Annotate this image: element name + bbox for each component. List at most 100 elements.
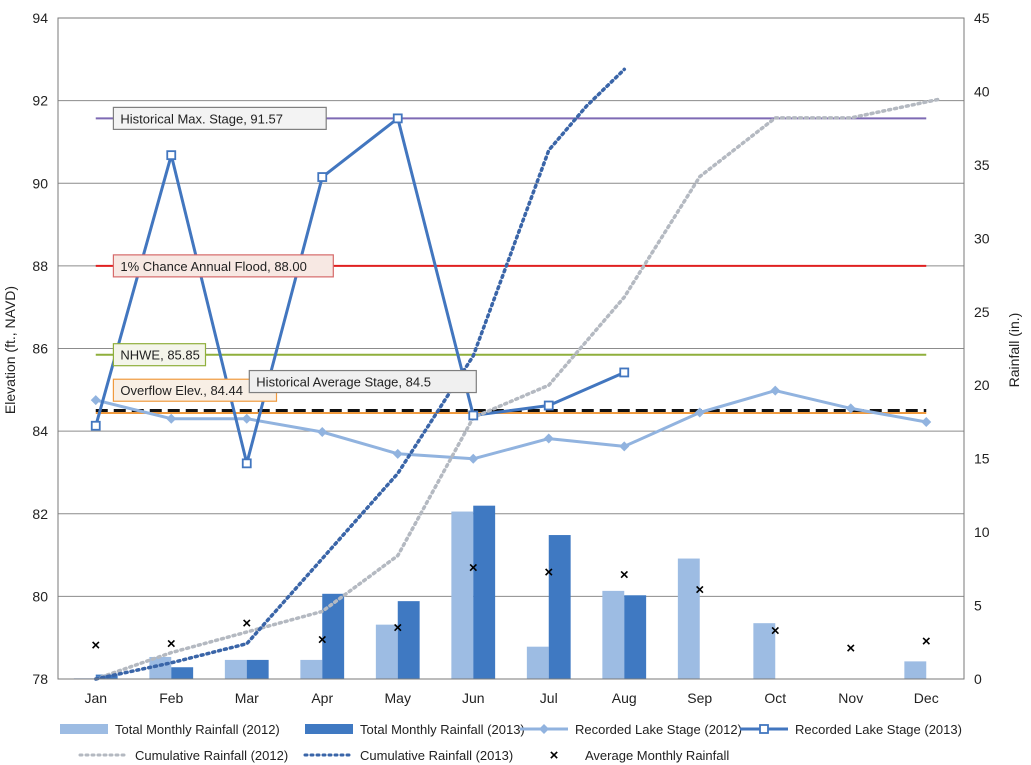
x-tick-label: Sep: [687, 690, 712, 706]
bar-total-monthly-rainfall-2012: [451, 511, 474, 679]
line-recorded-lake-stage-2013: [94, 116, 625, 465]
y2-tick-label: 25: [974, 304, 990, 320]
y-tick-label: 84: [32, 423, 48, 439]
y-tick-label: 92: [32, 93, 48, 109]
y2-tick-label: 20: [974, 377, 990, 393]
axes: 78 80 82 84 86 88 90 92 94 0 5 10 15 20 25 30 35 40 45 Jan F…: [32, 10, 989, 706]
marker-recorded-lake-stage-2012: [166, 413, 177, 424]
gridlines: [58, 100, 964, 597]
y-tick-label: 94: [32, 10, 48, 26]
legend: Total Monthly Rainfall (2012) Total Month…: [60, 722, 962, 764]
legend-label: Recorded Lake Stage (2012): [575, 722, 742, 737]
legend-label: Cumulative Rainfall (2013): [360, 748, 513, 763]
x-tick-label: Jun: [462, 690, 485, 706]
bar-total-monthly-rainfall-2012: [526, 646, 549, 679]
x-tick-label: Mar: [235, 690, 259, 706]
bar-total-monthly-rainfall-2013: [624, 595, 647, 679]
legend-label: Recorded Lake Stage (2013): [795, 722, 962, 737]
y-tick-label: 82: [32, 506, 48, 522]
bar-total-monthly-rainfall-2012: [300, 659, 323, 679]
bar-total-monthly-rainfall-2012: [677, 558, 700, 679]
y-tick-label: 80: [32, 588, 48, 604]
point-average-monthly-rainfall: ×: [469, 559, 478, 576]
reference-label-historical-max-stage-91-57: Historical Max. Stage, 91.57: [120, 111, 283, 126]
marker-layer: × × × × × × × × × × × ×: [90, 113, 932, 657]
legend-swatch: [305, 724, 353, 734]
marker-recorded-lake-stage-2012: [90, 395, 101, 406]
bar-total-monthly-rainfall-2013: [397, 601, 420, 679]
marker-recorded-lake-stage-2012: [770, 385, 781, 396]
reference-label-1-chance-annual-flood-88-00: 1% Chance Annual Flood, 88.00: [120, 259, 306, 274]
bar-total-monthly-rainfall-2012: [753, 623, 776, 679]
bar-total-monthly-rainfall-2013: [322, 593, 345, 679]
y2-tick-label: 45: [974, 10, 990, 26]
marker-recorded-lake-stage-2012: [619, 441, 630, 452]
y2-tick-label: 15: [974, 451, 990, 467]
reference-label-overflow-elev-84-44: Overflow Elev., 84.44: [120, 383, 243, 398]
line-cumulative-rainfall-2012: [94, 97, 944, 681]
line-recorded-lake-stage-2012: [95, 389, 927, 461]
x-tick-label: Oct: [764, 690, 786, 706]
point-average-monthly-rainfall: ×: [922, 633, 931, 650]
plot-frame: [57, 17, 965, 680]
reference-label-box: [248, 369, 477, 394]
reference-label-box: [112, 106, 327, 130]
point-average-monthly-rainfall: ×: [167, 636, 176, 653]
x-tick-label: Aug: [612, 690, 637, 706]
y2-tick-label: 30: [974, 230, 990, 246]
marker-recorded-lake-stage-2012: [317, 426, 328, 437]
reference-label-box: [112, 343, 207, 367]
legend-marker: ×: [550, 747, 559, 764]
marker-recorded-lake-stage-2012: [241, 413, 252, 424]
point-average-monthly-rainfall: ×: [393, 620, 402, 637]
point-average-monthly-rainfall: ×: [544, 564, 553, 581]
bar-total-monthly-rainfall-2013: [246, 659, 269, 679]
marker-recorded-lake-stage-2013: [619, 367, 630, 378]
legend-swatch: [60, 724, 108, 734]
y2-tick-label: 40: [974, 83, 990, 99]
point-average-monthly-rainfall: ×: [771, 623, 780, 640]
marker-recorded-lake-stage-2012: [921, 417, 932, 428]
marker-recorded-lake-stage-2013: [468, 410, 479, 421]
y2-tick-label: 35: [974, 157, 990, 173]
x-tick-label: Dec: [914, 690, 939, 706]
legend-label: Average Monthly Rainfall: [585, 748, 729, 763]
y-tick-label: 88: [32, 258, 48, 274]
marker-recorded-lake-stage-2013: [543, 400, 554, 411]
x-tick-label: Feb: [159, 690, 183, 706]
marker-recorded-lake-stage-2013: [166, 150, 177, 161]
x-tick-label: May: [385, 690, 411, 706]
marker-recorded-lake-stage-2012: [694, 407, 705, 418]
reference-label-nhwe-85-85: NHWE, 85.85: [120, 348, 199, 363]
y-tick-label: 90: [32, 175, 48, 191]
point-average-monthly-rainfall: ×: [620, 567, 629, 584]
legend-marker: [539, 724, 549, 734]
bar-total-monthly-rainfall-2012: [224, 659, 247, 679]
point-average-monthly-rainfall: ×: [318, 631, 327, 648]
legend-label: Cumulative Rainfall (2012): [135, 748, 288, 763]
x-tick-label: Jul: [540, 690, 558, 706]
x-tick-label: Apr: [311, 690, 333, 706]
bar-total-monthly-rainfall-2013: [473, 505, 496, 679]
y2-tick-label: 5: [974, 598, 982, 614]
y-tick-label: 78: [32, 671, 48, 687]
point-average-monthly-rainfall: ×: [846, 640, 855, 657]
point-average-monthly-rainfall: ×: [242, 615, 251, 632]
bar-total-monthly-rainfall-2013: [548, 535, 571, 679]
bar-total-monthly-rainfall-2012: [904, 661, 927, 679]
reference-labels: Historical Max. Stage, 91.57 1% Chance An…: [112, 106, 477, 402]
bar-total-monthly-rainfall-2012: [602, 590, 625, 679]
y-axis-label: Elevation (ft., NAVD): [2, 286, 18, 414]
marker-recorded-lake-stage-2013: [317, 172, 328, 182]
marker-recorded-lake-stage-2013: [392, 113, 403, 124]
reference-label-box: [112, 254, 334, 278]
x-tick-label: Nov: [838, 690, 863, 706]
marker-recorded-lake-stage-2012: [392, 448, 403, 459]
legend-label: Total Monthly Rainfall (2012): [115, 722, 280, 737]
marker-recorded-lake-stage-2012: [845, 403, 856, 414]
reference-label-historical-average-stage-84-5: Historical Average Stage, 84.5: [256, 375, 431, 390]
line-cumulative-rainfall-2013: [94, 67, 627, 681]
point-average-monthly-rainfall: ×: [695, 581, 704, 598]
marker-recorded-lake-stage-2012: [468, 453, 479, 464]
